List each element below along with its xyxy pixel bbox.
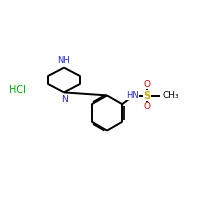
Text: HN: HN [126, 91, 139, 100]
Text: N: N [61, 95, 67, 104]
Text: HCl: HCl [9, 85, 25, 95]
Text: O: O [144, 80, 151, 89]
Text: S: S [143, 91, 151, 101]
Text: O: O [144, 102, 151, 111]
Text: CH₃: CH₃ [162, 91, 179, 100]
Text: NH: NH [58, 56, 70, 65]
